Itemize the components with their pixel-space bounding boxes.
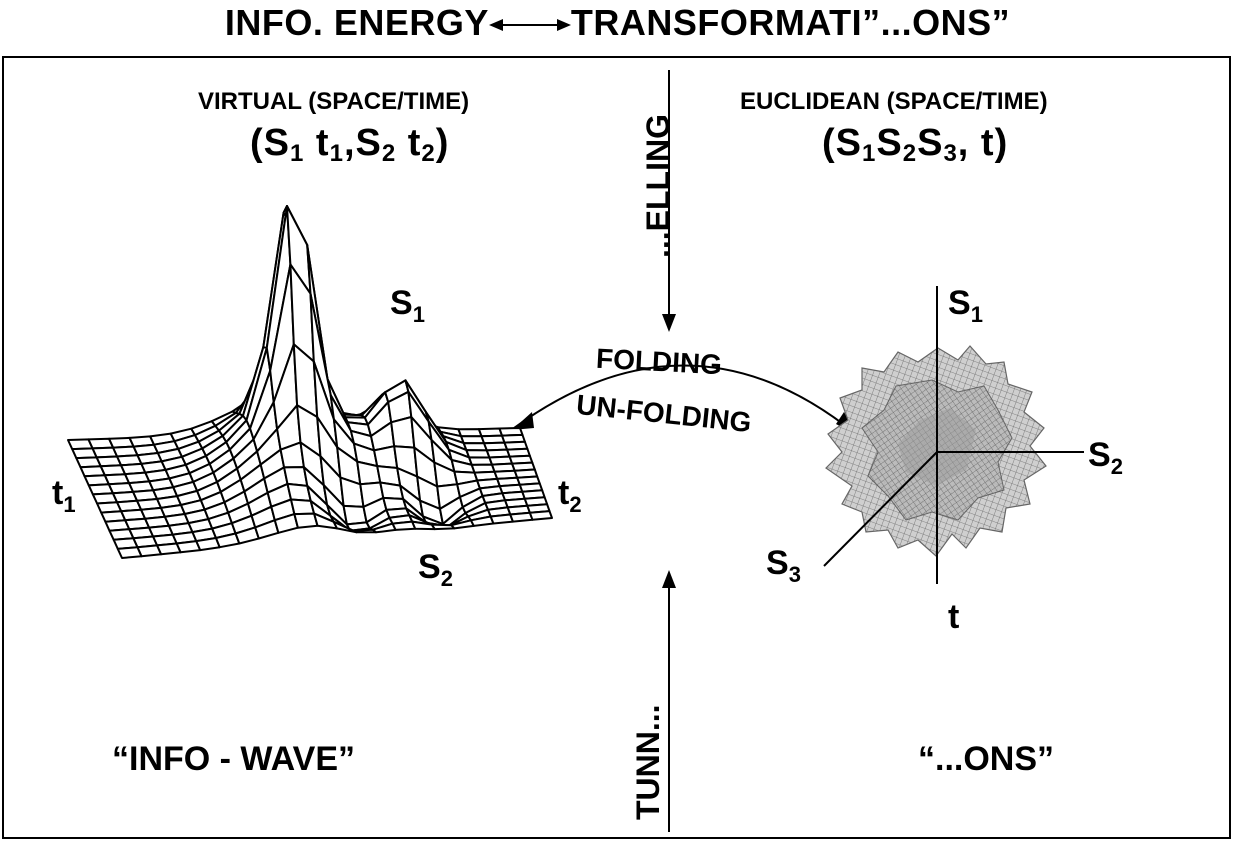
wave-t1-label: t1 <box>52 474 76 517</box>
wave-t2-label: t2 <box>558 474 582 517</box>
particle-s2-label: S2 <box>1088 436 1123 479</box>
diagram-frame <box>2 56 1231 839</box>
euclidean-caption: EUCLIDEAN (SPACE/TIME) <box>740 88 1048 115</box>
arc-left-head <box>512 412 534 430</box>
virtual-caption: VIRTUAL (SPACE/TIME) <box>198 88 470 115</box>
title-right: TRANSFORMATI”...ONS” <box>570 2 1011 43</box>
particle-s1-label: S1 <box>948 284 983 327</box>
title-left: INFO. ENERGY <box>224 2 489 43</box>
double-arrow-icon <box>488 19 571 32</box>
wave-s1-label: S1 <box>390 284 425 327</box>
euclidean-formula: (S1S2S3, t) <box>822 122 1009 167</box>
folding-arc <box>513 364 857 435</box>
wave-s2-label: S2 <box>418 548 453 591</box>
virtual-formula: (S1 t1,S2 t2) <box>250 122 450 167</box>
particle-s3-label: S3 <box>766 544 801 587</box>
particle-t-label: t <box>948 598 960 636</box>
info-wave-label: “INFO - WAVE” <box>112 740 356 778</box>
diagram-title: INFO. ENERGY TRANSFORMATI”...ONS” <box>0 2 1235 44</box>
down-arrow-head <box>662 314 676 332</box>
mesh-cell <box>528 510 553 521</box>
ons-label: “...ONS” <box>918 740 1055 778</box>
axis-s3 <box>823 451 938 567</box>
up-arrow-head <box>662 570 676 588</box>
